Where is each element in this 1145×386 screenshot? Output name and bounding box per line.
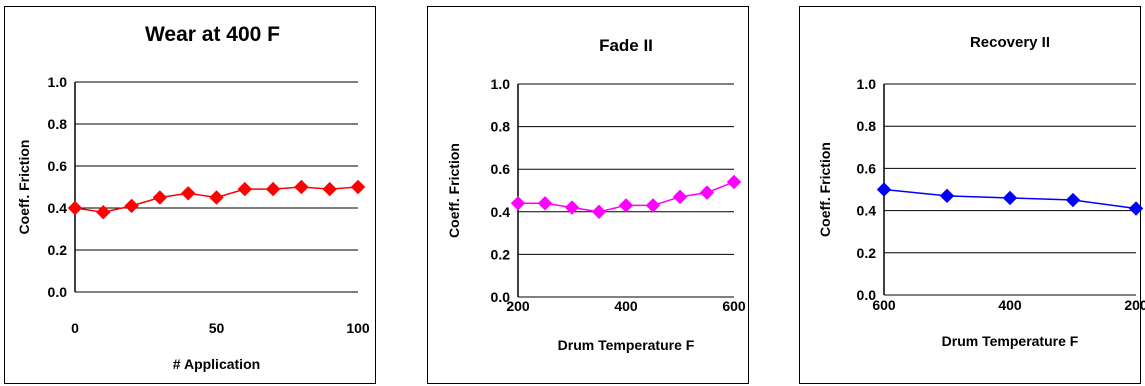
data-point-recovery-3 <box>1065 192 1081 208</box>
y-tick-label-fade-1: 0.2 <box>491 246 511 262</box>
data-point-fade-2 <box>564 200 580 215</box>
x-tick-label-fade-0: 200 <box>506 298 530 314</box>
y-tick-label-wear-4: 0.8 <box>48 116 68 132</box>
data-point-wear-9 <box>322 181 337 197</box>
x-tick-label-recovery-1: 400 <box>998 297 1022 313</box>
y-tick-label-fade-4: 0.8 <box>491 119 511 135</box>
y-tick-label-recovery-3: 0.6 <box>857 160 877 176</box>
data-point-fade-0 <box>510 196 526 211</box>
data-point-wear-6 <box>237 181 253 197</box>
x-tick-label-fade-1: 400 <box>614 298 638 314</box>
x-tick-label-wear-0: 0 <box>71 320 79 336</box>
data-point-recovery-4 <box>1128 201 1144 216</box>
x-tick-label-recovery-0: 600 <box>872 297 896 313</box>
x-axis-label-recovery: Drum Temperature F <box>942 333 1079 349</box>
data-point-fade-3 <box>591 204 607 220</box>
data-point-fade-1 <box>537 196 553 211</box>
data-point-fade-7 <box>699 185 715 200</box>
y-axis-label-wear: Coeff. Friction <box>16 140 32 235</box>
chart-svg-wear: Wear at 400 F 0.0 0.2 0.4 0.6 0.8 1.0 0 50 100 # A… <box>16 23 370 372</box>
chart-svg-recovery: Recovery II 0.0 0.2 0.4 0.6 0.8 1.0 600 400 200 Dr… <box>817 34 1145 349</box>
data-point-wear-2 <box>124 198 139 214</box>
data-point-wear-3 <box>152 190 168 205</box>
x-axis-label-fade: Drum Temperature F <box>558 337 695 353</box>
x-axis-label-wear: # Application <box>173 356 260 372</box>
y-tick-label-wear-2: 0.4 <box>48 200 68 216</box>
chart-panel-recovery: Recovery II 0.0 0.2 0.4 0.6 0.8 1.0 600 400 200 Dr… <box>799 6 1145 384</box>
y-tick-label-fade-3: 0.6 <box>491 161 511 177</box>
y-tick-label-fade-2: 0.4 <box>491 204 511 220</box>
y-tick-label-recovery-5: 1.0 <box>857 76 877 92</box>
data-point-recovery-1 <box>939 188 955 204</box>
y-tick-label-recovery-1: 0.2 <box>857 245 877 261</box>
x-tick-label-wear-1: 50 <box>209 320 225 336</box>
data-point-fade-5 <box>645 198 661 213</box>
data-point-fade-8 <box>726 174 742 190</box>
y-tick-label-recovery-0: 0.0 <box>857 287 877 303</box>
data-point-wear-10 <box>350 179 366 195</box>
data-point-wear-5 <box>209 190 224 205</box>
chart-title-wear: Wear at 400 F <box>145 23 280 46</box>
chart-svg-fade: Fade II 0.0 0.2 0.4 0.6 0.8 1.0 200 400 600 Drum T… <box>446 36 746 353</box>
data-point-recovery-2 <box>1002 190 1018 206</box>
chart-title-fade: Fade II <box>599 36 653 55</box>
y-tick-label-recovery-2: 0.4 <box>857 203 877 219</box>
chart-panel-fade: Fade II 0.0 0.2 0.4 0.6 0.8 1.0 200 400 600 Drum T… <box>427 6 749 384</box>
data-point-wear-0 <box>67 200 83 216</box>
data-point-fade-6 <box>672 189 688 205</box>
y-tick-label-wear-3: 0.6 <box>48 158 68 174</box>
x-tick-label-wear-2: 100 <box>346 320 370 336</box>
chart-title-recovery: Recovery II <box>970 34 1050 51</box>
data-point-wear-1 <box>96 204 111 220</box>
y-axis-label-recovery: Coeff. Friction <box>817 142 833 237</box>
data-point-wear-8 <box>294 179 309 195</box>
y-axis-label-fade: Coeff. Friction <box>446 143 462 238</box>
chart-panel-wear: Wear at 400 F 0.0 0.2 0.4 0.6 0.8 1.0 0 50 100 # A… <box>4 6 376 384</box>
y-tick-label-wear-0: 0.0 <box>48 284 68 300</box>
data-point-wear-4 <box>180 186 196 201</box>
x-tick-label-fade-2: 600 <box>722 298 746 314</box>
y-tick-label-fade-0: 0.0 <box>491 289 511 305</box>
x-tick-label-recovery-2: 200 <box>1124 297 1145 313</box>
y-tick-label-wear-1: 0.2 <box>48 242 68 258</box>
data-point-fade-4 <box>618 198 634 213</box>
y-tick-label-wear-5: 1.0 <box>48 74 68 90</box>
data-point-recovery-0 <box>876 182 892 197</box>
data-point-wear-7 <box>265 181 281 197</box>
y-tick-label-recovery-4: 0.8 <box>857 118 877 134</box>
y-tick-label-fade-5: 1.0 <box>491 76 511 92</box>
